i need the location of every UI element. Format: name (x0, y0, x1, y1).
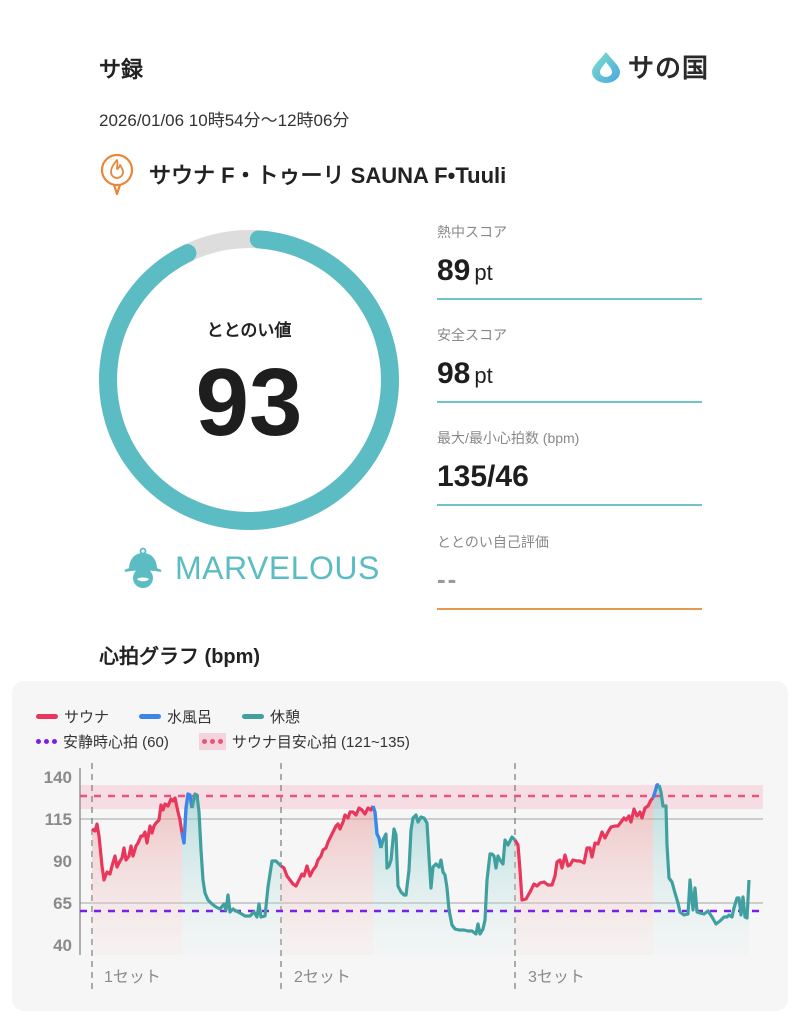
legend-swatch (36, 714, 58, 719)
water-drop-icon (592, 51, 620, 83)
metric-value: 89 pt (437, 254, 493, 287)
legend-swatch (242, 714, 265, 719)
metric-label: 熱中スコア (437, 224, 507, 240)
metric-underline (437, 298, 702, 300)
rest-series (190, 784, 751, 936)
legend-target-hr: サウナ目安心拍 (121~135) (198, 731, 410, 752)
totonoi-value: 93 (195, 349, 303, 456)
metric-underline (437, 504, 702, 506)
svg-text:115: 115 (45, 810, 72, 829)
logo-text: サの国 (628, 53, 710, 83)
legend-cold-bath: 水風呂 (139, 706, 212, 727)
metric-underline (437, 401, 702, 403)
metric-safety-score: 安全スコア 98 pt (437, 325, 702, 403)
metric-self-evaluation[interactable]: ととのい自己評価 -- (437, 532, 702, 610)
metric-label: 安全スコア (437, 327, 507, 343)
page-title: サ録 (99, 57, 144, 82)
metric-max-min-hr: 最大/最小心拍数 (bpm) 135/46 (437, 428, 702, 506)
facility-row[interactable]: サウナ F・トゥーリ SAUNA F•Tuuli (99, 152, 506, 196)
set-label-1: 1セット (104, 969, 161, 986)
facility-name: サウナ F・トゥーリ SAUNA F•Tuuli (149, 163, 507, 188)
ring-progress (99, 230, 399, 530)
svg-text:90: 90 (53, 852, 72, 871)
metric-label: 最大/最小心拍数 (bpm) (437, 430, 580, 446)
totonoi-ring (97, 228, 401, 532)
totonoi-label: ととのい値 (206, 321, 292, 340)
set-label-3: 3セット (528, 969, 585, 986)
sauna-flame-pin-icon (100, 153, 134, 196)
legend-rest: 休憩 (242, 706, 300, 727)
legend-dots (36, 739, 57, 744)
metric-heat-score: 熱中スコア 89 pt (437, 222, 702, 300)
sauna-series (91, 796, 655, 902)
set-label-2: 2セット (294, 969, 351, 986)
legend-resting-hr: 安静時心拍 (60) (36, 731, 169, 752)
legend-row-2: 安静時心拍 (60) サウナ目安心拍 (121~135) (36, 731, 432, 752)
legend-swatch (139, 714, 162, 719)
brand-logo[interactable]: サの国 (590, 48, 709, 85)
svg-text:140: 140 (44, 768, 72, 787)
metric-value: 98 pt (437, 357, 493, 390)
legend-dots (198, 733, 226, 750)
y-tick-labels: 140 115 90 65 40 (44, 768, 72, 955)
metric-value: 135/46 (437, 460, 529, 493)
self-evaluation-value[interactable]: -- (437, 564, 459, 594)
session-datetime: 2026/01/06 10時54分〜12時06分 (99, 111, 350, 130)
svg-text:65: 65 (53, 894, 72, 913)
rank-label: MARVELOUS (175, 549, 380, 586)
heart-graph-title: 心拍グラフ (bpm) (99, 646, 261, 668)
rank-badge: MARVELOUS (123, 547, 380, 589)
legend-row-1: サウナ 水風呂 休憩 (36, 706, 322, 727)
metric-label: ととのい自己評価 (437, 534, 549, 550)
legend-sauna: サウナ (36, 706, 109, 727)
cold-bath-series (180, 783, 659, 849)
metric-underline (437, 608, 702, 610)
svg-text:40: 40 (53, 936, 72, 955)
sauna-hat-icon (124, 547, 162, 588)
